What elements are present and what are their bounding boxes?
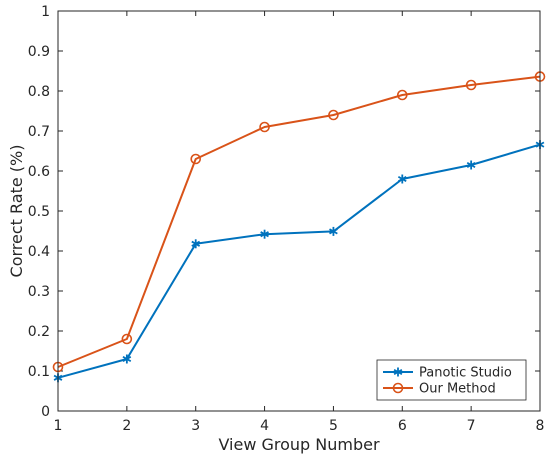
series-0: [53, 140, 545, 383]
data-point: [122, 354, 132, 364]
axis-ticks: [57, 10, 541, 412]
data-point: [328, 109, 339, 121]
y-tick-label: 0.7: [28, 124, 50, 140]
legend-box: [376, 359, 527, 401]
y-tick-label: 0.2: [28, 324, 50, 340]
data-point: [465, 79, 477, 91]
series-line: [57, 143, 541, 379]
legend-item: Panotic Studio: [383, 366, 512, 381]
plot-area: [58, 11, 540, 411]
data-point: [191, 239, 201, 249]
x-tick-label: 1: [54, 418, 63, 434]
x-tick-label: 3: [191, 418, 200, 434]
x-tick-label: 2: [122, 418, 131, 434]
series-line: [57, 75, 541, 368]
y-tick-label: 1: [41, 4, 50, 20]
legend-marker: [393, 367, 403, 377]
y-tick-label: 0.9: [28, 44, 50, 60]
y-tick-label: 0.8: [28, 84, 50, 100]
x-tick-label: 8: [536, 418, 545, 434]
y-tick-label: 0.1: [28, 364, 50, 380]
data-point: [190, 153, 202, 165]
y-tick-label: 0: [41, 404, 50, 420]
y-tick-label: 0.5: [28, 204, 50, 220]
y-tick-label: 0.6: [28, 164, 50, 180]
series-layer: [52, 71, 546, 383]
y-tick-label: 0.4: [28, 244, 50, 260]
y-axis-label: Correct Rate (%): [7, 145, 26, 278]
legend-item: Our Method: [383, 382, 496, 397]
x-tick-label: 5: [329, 418, 338, 434]
y-tick-label: 0.3: [28, 284, 50, 300]
legend-label: Panotic Studio: [419, 366, 512, 381]
data-point: [466, 160, 476, 170]
x-axis-label: View Group Number: [218, 435, 380, 454]
legend-marker: [392, 382, 404, 394]
data-point: [259, 121, 270, 133]
x-tick-label: 7: [467, 418, 476, 434]
data-point: [397, 174, 407, 184]
data-point: [260, 229, 269, 239]
data-point: [121, 333, 133, 345]
tick-labels: 1 2 3 4 5 6 7 8 0 0.1 0.2 0.3 0.4 0.5 0.6 0.7 0.8 0.9 1: [28, 4, 545, 434]
x-tick-label: 4: [260, 418, 269, 434]
legend-label: Our Method: [419, 382, 496, 397]
data-point: [329, 226, 338, 236]
data-point: [396, 89, 408, 101]
plot-border: [57, 10, 541, 412]
x-tick-label: 6: [398, 418, 407, 434]
